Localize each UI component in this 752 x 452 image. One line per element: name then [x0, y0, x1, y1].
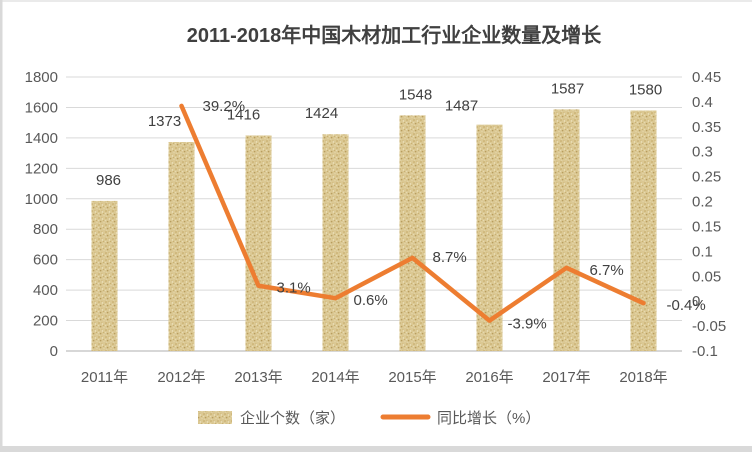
right-axis-tick: 0.1	[692, 243, 713, 260]
line-value-label: 39.2%	[203, 98, 246, 115]
x-axis-label: 2014年	[311, 369, 359, 386]
bar-2014年	[322, 134, 349, 351]
x-axis-label: 2017年	[542, 369, 590, 386]
growth-line	[179, 103, 646, 323]
left-axis-tick: 400	[33, 282, 58, 299]
plot-area: 1800 1600 1400 1200 1000 800 600 400 200 0 0.45 0.4…	[25, 69, 727, 386]
right-axis-tick: -0.1	[692, 343, 718, 360]
legend-bar-swatch	[198, 411, 232, 424]
right-axis-tick: 0.15	[692, 218, 721, 235]
right-axis-tick: 0.3	[692, 144, 713, 161]
bar-value-label: 986	[96, 172, 121, 189]
x-axis-label: 2016年	[465, 369, 513, 386]
left-axis-tick: 1600	[25, 99, 58, 116]
chart-title: 2011-2018年中国木材加工行业企业数量及增长	[187, 23, 603, 47]
bar-value-label: 1548	[399, 86, 432, 103]
bar-2011年	[91, 200, 118, 351]
right-axis-tick: 0.4	[692, 94, 713, 111]
right-axis-tick: -0.05	[692, 318, 726, 335]
bar-2018年	[630, 110, 657, 351]
x-axis-label: 2013年	[234, 369, 282, 386]
card-edge-top	[0, 0, 752, 2]
left-axis-tick: 1200	[25, 160, 58, 177]
bar-value-label: 1487	[445, 98, 478, 115]
left-axis-tick: 0	[50, 343, 58, 360]
left-axis-tick: 1400	[25, 130, 58, 147]
bar-2017年	[553, 109, 580, 351]
legend: 企业个数（家） 同比增长（%）	[198, 409, 540, 427]
bar-value-label: 1373	[148, 113, 181, 130]
right-axis-tick: 0	[692, 293, 700, 310]
right-axis-tick: 0.2	[692, 194, 713, 211]
bar-2012年	[168, 141, 195, 351]
x-axis-label: 2015年	[388, 369, 436, 386]
card-edge-left	[0, 0, 3, 452]
bar-value-label: 1416	[227, 106, 260, 123]
bar-value-label: 1424	[305, 105, 338, 122]
bar-value-label: 1587	[551, 80, 584, 97]
x-axis-label: 2018年	[619, 369, 667, 386]
left-axis-tick: 200	[33, 313, 58, 330]
right-axis-tick: 0.45	[692, 69, 721, 86]
left-axis-tick: 800	[33, 221, 58, 238]
bar-2013年	[245, 135, 272, 351]
card-edge-bottom	[0, 446, 752, 452]
line-value-label: -3.9%	[508, 316, 547, 333]
line-value-label: 6.7%	[590, 262, 624, 279]
left-axis-tick: 1800	[25, 69, 58, 86]
x-axis-label: 2012年	[157, 369, 205, 386]
line-value-label: 3.1%	[277, 280, 311, 297]
line-value-label: 8.7%	[433, 249, 467, 266]
right-axis-tick: 0.05	[692, 268, 721, 285]
legend-line-label: 同比增长（%）	[437, 410, 540, 427]
right-axis-tick: 0.25	[692, 169, 721, 186]
left-axis-tick: 1000	[25, 191, 58, 208]
x-axis-label: 2011年	[81, 369, 128, 386]
line-value-label: 0.6%	[354, 292, 388, 309]
line-value-label: -0.4%	[667, 297, 706, 314]
right-axis-tick: 0.35	[692, 119, 721, 136]
bar-2015年	[399, 115, 426, 351]
legend-bar-label: 企业个数（家）	[240, 409, 345, 427]
bar-value-label: 1580	[629, 81, 662, 98]
left-axis-tick: 600	[33, 252, 58, 269]
